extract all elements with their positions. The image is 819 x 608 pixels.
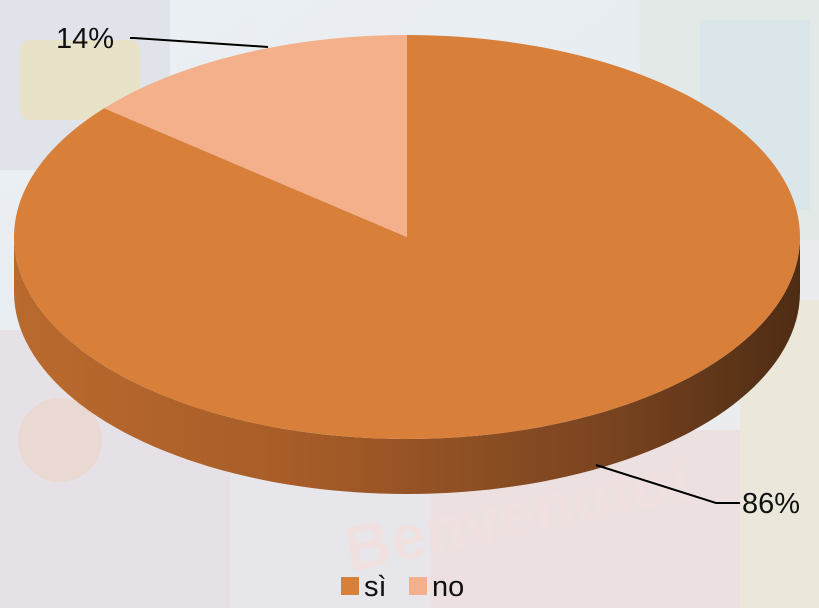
legend-swatch-si xyxy=(341,577,359,595)
data-labels: 86% 14% xyxy=(56,23,800,520)
legend-label-si: sì xyxy=(364,571,387,603)
pie-layer xyxy=(14,34,801,494)
legend-label-no: no xyxy=(432,571,464,603)
legend: sì no xyxy=(341,571,464,603)
pie-slice-si xyxy=(14,35,801,439)
legend-swatch-no xyxy=(409,577,427,595)
pie-slice-no xyxy=(104,34,407,237)
data-label-si: 86% xyxy=(742,488,800,520)
leader-line-si xyxy=(595,464,740,504)
leader-line-no xyxy=(130,37,269,48)
pie-side-wall xyxy=(14,237,800,494)
data-label-no: 14% xyxy=(56,23,114,55)
